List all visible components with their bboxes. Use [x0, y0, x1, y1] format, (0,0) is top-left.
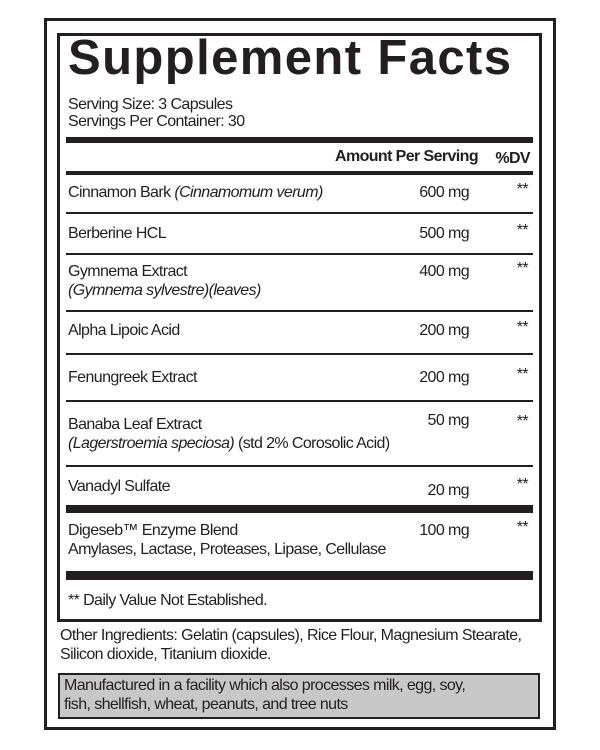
ingredient-name: Gymnema Extract — [68, 263, 188, 280]
ingredient-dv: ** — [516, 222, 529, 239]
other-ingredients-line-1: Other Ingredients: Gelatin (capsules), R… — [60, 627, 522, 644]
row-divider — [66, 353, 533, 355]
ingredient-dv: ** — [516, 366, 529, 383]
other-ingredients-line-2: Silicon dioxide, Titanium dioxide. — [60, 646, 271, 663]
supplement-facts-panel — [57, 33, 542, 622]
ingredient-amount: 200 mg — [419, 369, 469, 386]
allergen-box — [58, 673, 540, 719]
ingredient-amount: 600 mg — [419, 184, 469, 201]
ingredient-dv: ** — [516, 519, 529, 536]
dv-header: %DV — [495, 150, 530, 167]
daily-value-footnote: ** Daily Value Not Established. — [68, 592, 268, 609]
panel-title: Supplement Facts — [68, 31, 513, 85]
ingredient-name: Fenungreek Extract — [68, 369, 197, 386]
ingredient-name: Digeseb™ Enzyme Blend — [68, 522, 238, 539]
ingredient-dv: ** — [516, 413, 529, 430]
ingredient-dv: ** — [516, 181, 529, 198]
ingredient-dv: ** — [516, 260, 529, 277]
ingredient-amount: 400 mg — [419, 263, 469, 280]
row-divider — [66, 400, 533, 402]
ingredient-amount: 500 mg — [419, 225, 469, 242]
ingredient-amount: 20 mg — [427, 482, 470, 499]
label-outer-border — [44, 18, 556, 730]
row-divider — [66, 212, 533, 214]
ingredient-amount: 50 mg — [427, 412, 470, 429]
servings-per-container: Servings Per Container: 30 — [68, 113, 245, 130]
ingredient-name: Vanadyl Sulfate — [68, 478, 171, 495]
divider-thick — [66, 137, 533, 143]
allergen-line-1: Manufactured in a facility which also pr… — [64, 677, 466, 694]
row-divider — [66, 253, 533, 255]
ingredient-amount: 100 mg — [419, 522, 469, 539]
ingredient-dv: ** — [516, 476, 529, 493]
ingredient-name: Berberine HCL — [68, 225, 167, 242]
divider-thick — [66, 505, 533, 513]
ingredient-latin-name: (Gymnema sylvestre)(leaves) — [68, 282, 261, 299]
divider-thick — [66, 571, 533, 580]
ingredient-name: Alpha Lipoic Acid — [68, 322, 180, 339]
ingredient-detail: (Lagerstroemia speciosa) (std 2% Corosol… — [68, 435, 390, 452]
amount-header: Amount Per Serving — [334, 148, 479, 165]
ingredient-name: Banaba Leaf Extract — [68, 416, 202, 433]
ingredient-detail: Amylases, Lactase, Proteases, Lipase, Ce… — [68, 541, 386, 558]
ingredient-name: Cinnamon Bark (Cinnamomum verum) — [68, 184, 323, 201]
allergen-line-2: fish, shellfish, wheat, peanuts, and tre… — [64, 696, 348, 713]
row-divider — [66, 310, 533, 312]
serving-size: Serving Size: 3 Capsules — [68, 96, 233, 113]
ingredient-amount: 200 mg — [419, 322, 469, 339]
row-divider — [66, 465, 533, 467]
divider — [66, 171, 533, 175]
ingredient-dv: ** — [516, 319, 529, 336]
